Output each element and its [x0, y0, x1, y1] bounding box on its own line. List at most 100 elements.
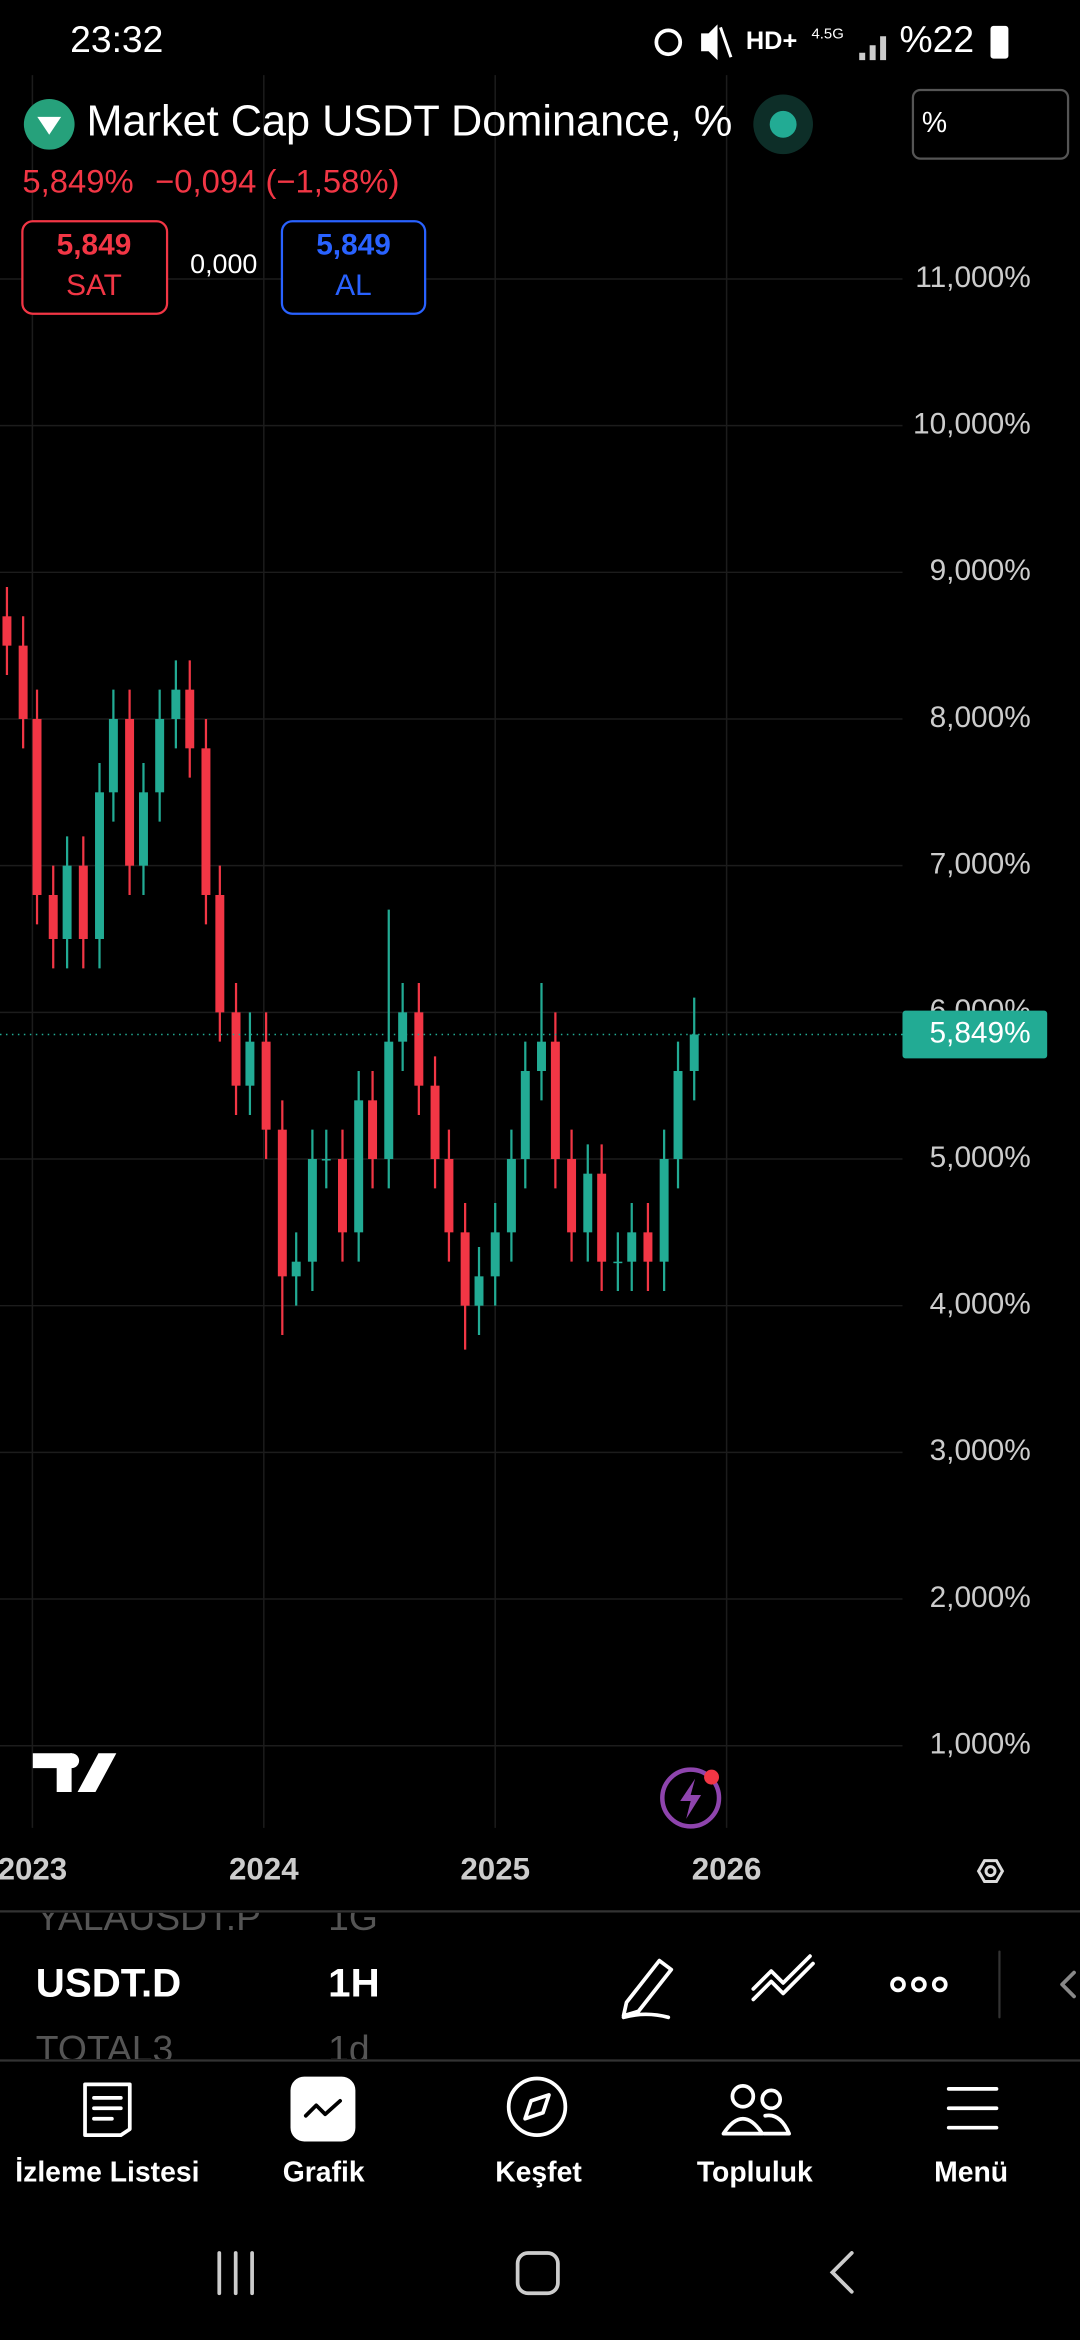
candle-body: [307, 1159, 317, 1262]
nav-menu-icon[interactable]: [946, 2087, 999, 2130]
candle-body: [550, 1041, 560, 1160]
last-price-label: 5,849%: [929, 1016, 1030, 1049]
toolbar: [621, 1950, 1076, 2020]
candle-body: [583, 1173, 593, 1233]
buy-label: AL: [335, 269, 371, 302]
sell-label: SAT: [66, 269, 122, 302]
axes: 1,000%2,000%3,000%4,000%5,000%6,000%7,00…: [0, 261, 1048, 1886]
nav-chart-glyph: [303, 2098, 342, 2118]
nav-label[interactable]: İzleme Listesi: [15, 2156, 199, 2188]
nav-community-icon: [721, 2113, 791, 2136]
x-tick-label: 2024: [229, 1851, 299, 1886]
y-tick-label: 8,000%: [930, 701, 1031, 734]
settings-icon-center: [984, 1865, 997, 1878]
expand-arrow[interactable]: [1060, 1970, 1076, 1999]
status-icons: HD+ 4.5G: [654, 24, 887, 61]
candle-body: [430, 1085, 440, 1160]
x-tick-label: 2025: [460, 1851, 530, 1886]
status-battery: %22: [900, 18, 975, 60]
sell-button[interactable]: [21, 220, 169, 315]
candle-body: [185, 689, 195, 749]
ai-icon: [680, 1778, 702, 1819]
nav-label[interactable]: Keşfet: [495, 2156, 582, 2188]
settings-icon[interactable]: [976, 1859, 1005, 1884]
candle-body: [48, 894, 58, 939]
nav-explore-glyph: [523, 2092, 551, 2121]
nav-watchlist-icon[interactable]: [83, 2082, 132, 2138]
candle-body: [321, 1159, 331, 1161]
home[interactable]: [515, 2251, 560, 2296]
nav-community-icon[interactable]: [730, 2084, 756, 2109]
candle-body: [231, 1012, 241, 1086]
y-tick-label: 5,000%: [930, 1141, 1031, 1174]
nav-label[interactable]: Menü: [934, 2156, 1008, 2188]
nav-community-icon: [760, 2088, 783, 2111]
candle-body: [245, 1041, 255, 1086]
y-tick-label: 4,000%: [930, 1288, 1031, 1321]
last-price: 5,849%: [22, 163, 133, 200]
back[interactable]: [829, 2251, 854, 2294]
recent-apps[interactable]: [217, 2251, 254, 2296]
grid: [0, 75, 903, 1828]
svg-text:4.5G: 4.5G: [811, 27, 843, 43]
nav-label[interactable]: Topluluk: [697, 2156, 813, 2188]
symbol-prev: YALAUSDT.P: [36, 1896, 261, 1938]
candles: [2, 586, 699, 1350]
candle-body: [659, 1159, 669, 1262]
buy-button[interactable]: [280, 220, 427, 315]
candle-body: [673, 1071, 683, 1160]
candle-body: [490, 1232, 500, 1277]
symbol-current: USDT.D: [36, 1961, 181, 2006]
nav-explore-icon[interactable]: [506, 2076, 568, 2138]
interval-next: 1d: [328, 2027, 369, 2069]
y-tick-label: 11,000%: [915, 261, 1031, 294]
symbol-title: Market Cap USDT Dominance, %: [87, 98, 733, 146]
candle-body: [398, 1012, 408, 1042]
candle-body: [32, 718, 42, 895]
candle-body: [414, 1012, 424, 1086]
candle-body: [201, 748, 211, 895]
candle-body: [444, 1159, 454, 1233]
y-tick-label: 9,000%: [930, 554, 1031, 587]
candle-body: [384, 1041, 394, 1160]
candle-body: [18, 645, 28, 719]
status-time: 23:32: [70, 18, 163, 60]
candle-body: [78, 865, 88, 939]
candle-body: [643, 1232, 653, 1262]
candle-body: [215, 894, 225, 1013]
trend-tool[interactable]: [751, 1954, 815, 2002]
buy-price: 5,849: [316, 229, 391, 262]
more-dot[interactable]: [890, 1976, 906, 1993]
scale-dropdown[interactable]: [911, 88, 1070, 160]
nav-label[interactable]: Grafik: [283, 2156, 365, 2188]
candle-body: [613, 1261, 623, 1264]
spread: 0,000: [190, 249, 257, 279]
nav-chart-icon[interactable]: [290, 2076, 356, 2142]
candle-body: [62, 865, 72, 939]
candle-body: [95, 792, 104, 939]
candle-body: [2, 616, 12, 646]
candle-body: [537, 1041, 546, 1072]
last-price-box: [902, 1010, 1048, 1059]
tv-logo: [32, 1753, 117, 1793]
draw-tool[interactable]: [621, 1958, 674, 2020]
candle-body: [520, 1071, 530, 1160]
y-tick-label: 1,000%: [930, 1728, 1031, 1761]
candle-body: [261, 1041, 271, 1130]
candle-body: [689, 1034, 699, 1072]
symbol-picker[interactable]: YALAUSDT.P 1G USDT.D 1H TOTAL3 1d: [36, 1896, 380, 2069]
nav-icons: [83, 2076, 999, 2142]
candle-body: [125, 718, 135, 866]
candle-body: [368, 1100, 378, 1160]
candle-body: [506, 1159, 516, 1233]
more-dot: [931, 1976, 948, 1993]
ai-button[interactable]: [660, 1767, 722, 1829]
more-dot: [911, 1976, 927, 1993]
interval-current: 1H: [328, 1961, 379, 2006]
market-status-dot: [769, 110, 797, 138]
candle-body: [155, 718, 165, 793]
candle-body: [354, 1100, 364, 1233]
